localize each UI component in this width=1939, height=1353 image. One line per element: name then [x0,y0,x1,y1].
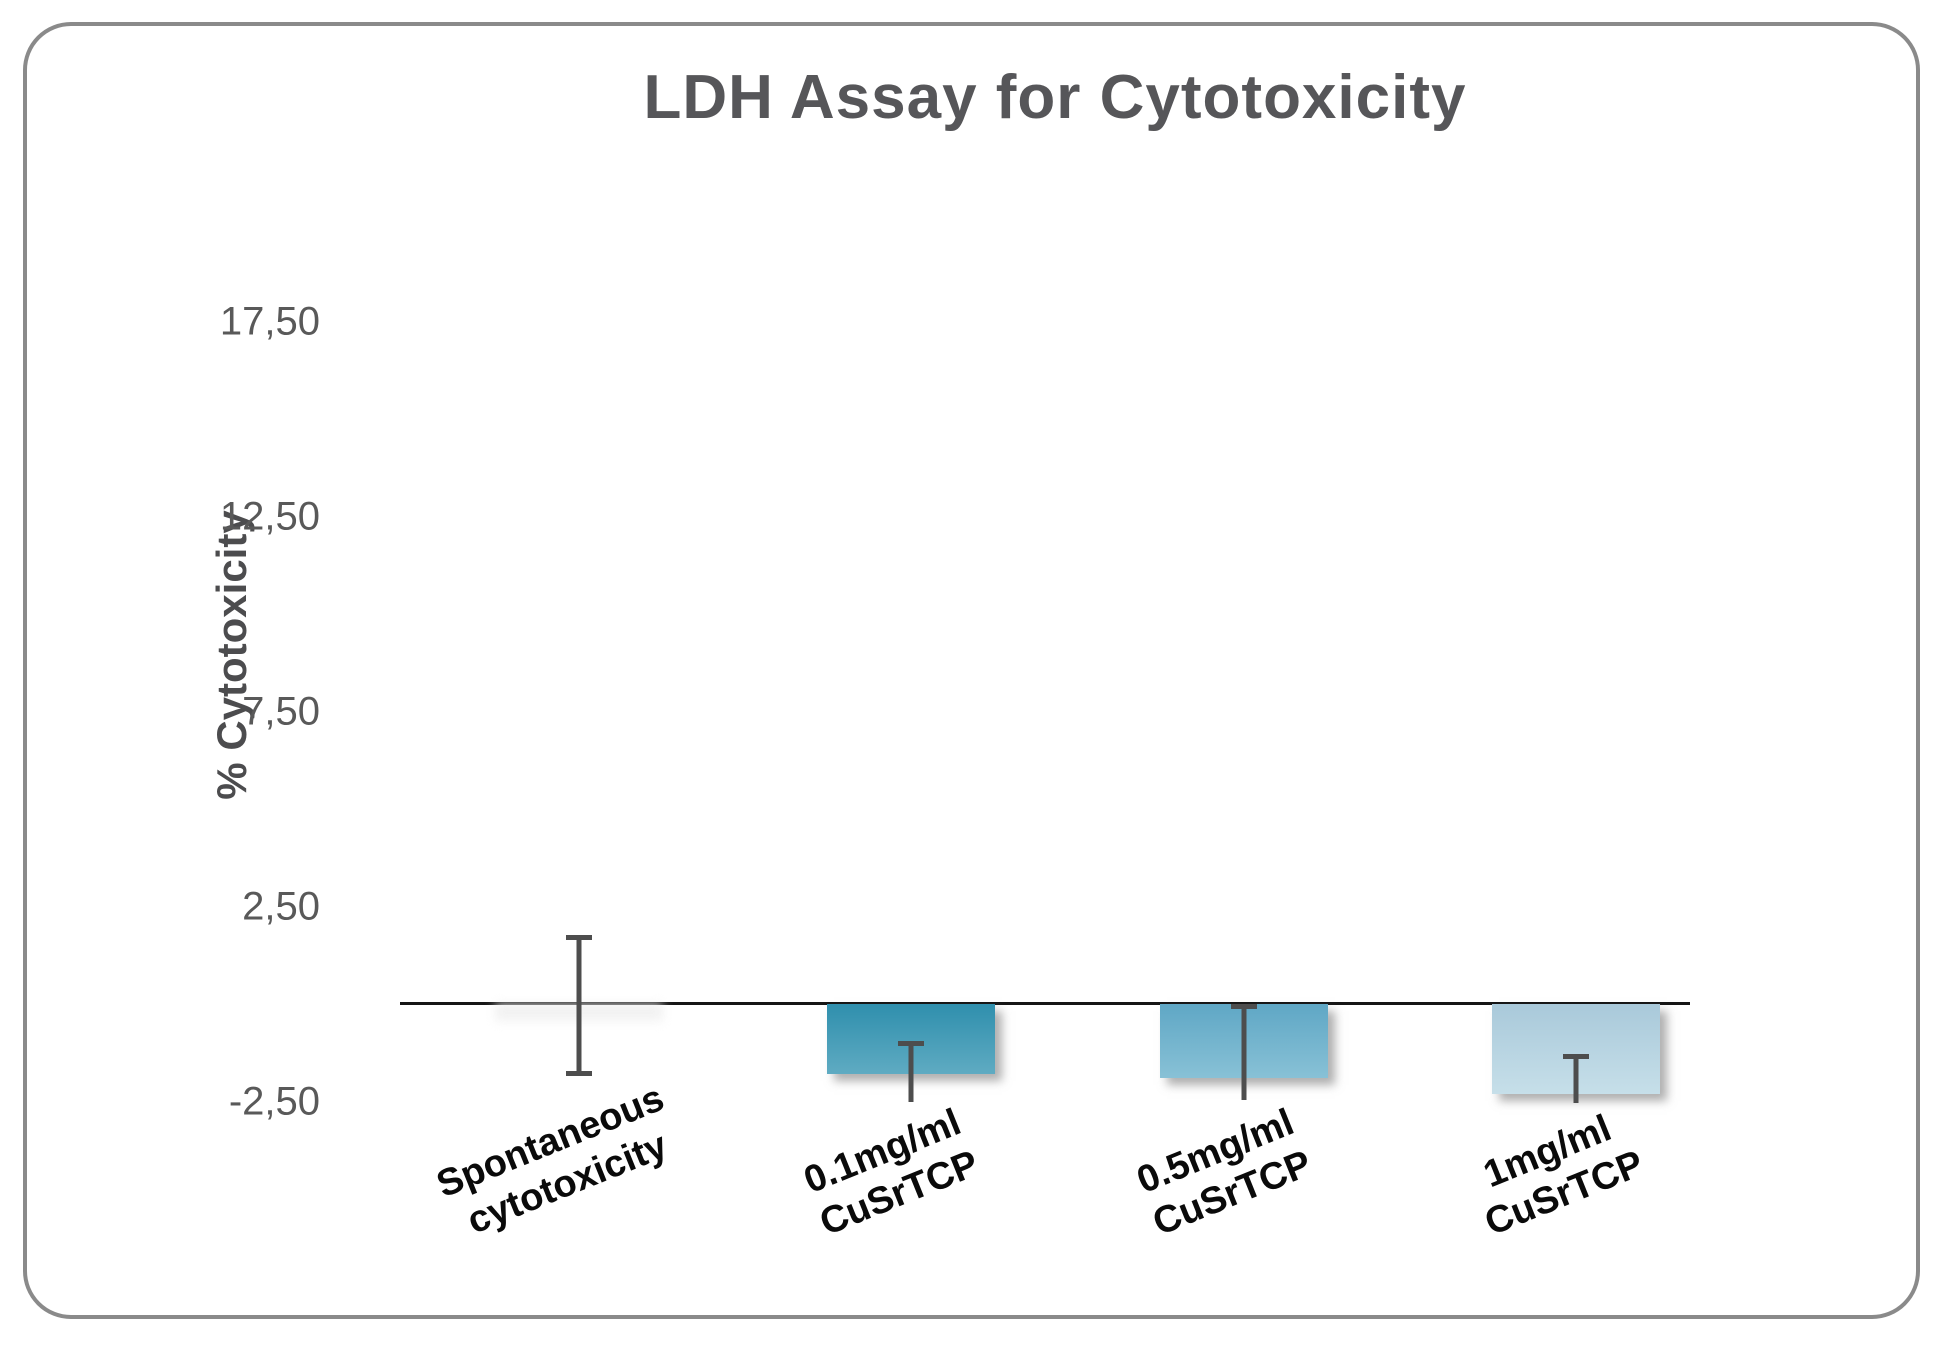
y-tick-label: 17,50 [219,299,320,343]
error-bar-line [908,1043,914,1102]
error-bar-line [576,936,582,1074]
y-tick-label: 12,50 [219,494,320,538]
error-bar-cap [1563,1053,1589,1059]
y-axis-title: % Cytotoxicity [208,510,255,800]
error-bar-cap [566,934,592,940]
chart-border-frame [23,22,1920,1319]
error-bar-cap [1231,1003,1257,1009]
y-tick-label: 2,50 [242,884,320,928]
error-bar-cap [898,1041,924,1046]
error-bar-cap [566,1071,592,1077]
y-tick-label: 7,50 [242,689,320,733]
error-bar-line [1573,1055,1579,1104]
y-tick-label: -2,50 [228,1079,320,1123]
error-bar-line [1241,1005,1247,1100]
x-axis-baseline [400,1002,1690,1005]
chart-title: LDH Assay for Cytotoxicity [643,63,1467,132]
